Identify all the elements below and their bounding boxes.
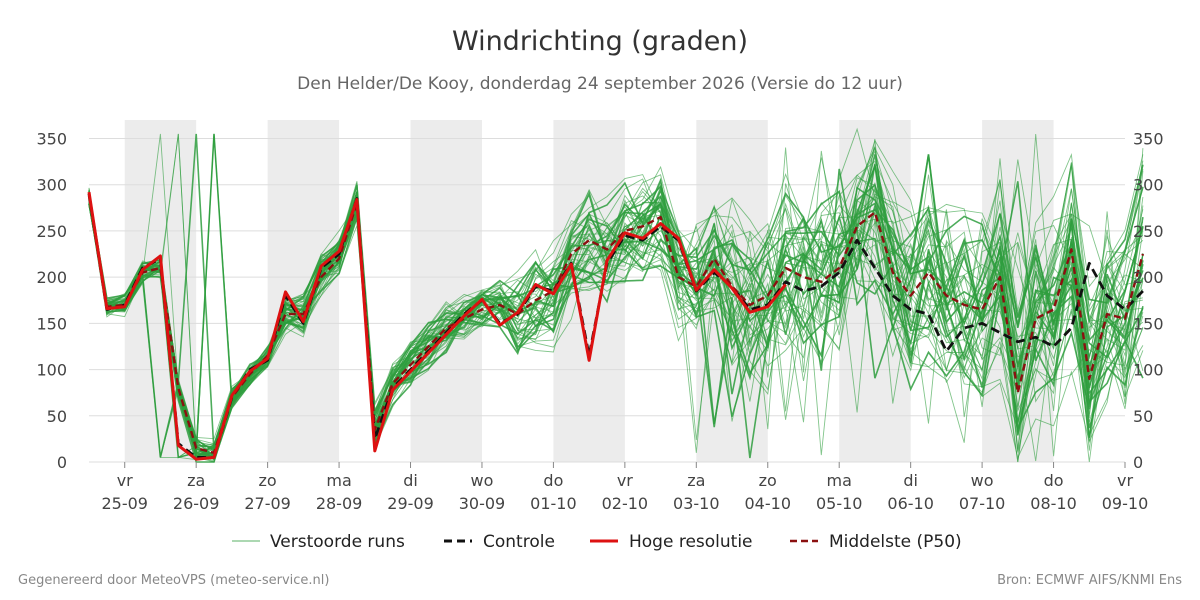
ensemble-member-line (88, 170, 1144, 463)
x-tick-day: wo (971, 471, 994, 490)
day-band (553, 120, 625, 462)
x-tick-day: di (403, 471, 418, 490)
y-tick-label: 350 (36, 129, 67, 148)
y-tick-label: 50 (47, 407, 67, 426)
x-axis: vr 25-09 za 26-09 zo 27-09 ma 28-09 di 29-09 wo 30-… (101, 462, 1148, 513)
x-tick-date: 03-10 (673, 494, 720, 513)
x-tick-day: do (1044, 471, 1064, 490)
ensemble-member-line (88, 191, 1144, 459)
y-tick-label-right: 250 (1133, 222, 1164, 241)
x-tick-day: ma (326, 471, 351, 490)
x-tick-date: 04-10 (745, 494, 792, 513)
y-tick-label-right: 50 (1133, 407, 1153, 426)
ensemble-member-line (88, 165, 1144, 462)
x-tick-date: 29-09 (387, 494, 434, 513)
x-tick-day: vr (617, 471, 633, 490)
y-tick-label: 0 (57, 453, 67, 472)
x-tick-date: 05-10 (816, 494, 863, 513)
grid-lines (89, 137, 1125, 463)
hires-line (87, 191, 787, 461)
y-tick-label-right: 350 (1133, 129, 1164, 148)
chart-subtitle: Den Helder/De Kooy, donderdag 24 septemb… (297, 74, 903, 94)
legend-median-label: Middelste (P50) (829, 532, 962, 552)
legend-ensemble-label: Verstoorde runs (270, 532, 405, 552)
main-lines (87, 191, 1145, 461)
x-tick-date: 09-10 (1102, 494, 1149, 513)
y-tick-label-right: 200 (1133, 268, 1164, 287)
day-bands (124, 120, 1054, 462)
legend-control-label: Controle (483, 532, 555, 552)
legend: Verstoorde runs Controle Hoge resolutie … (232, 532, 962, 552)
x-tick-day: do (543, 471, 563, 490)
median-line (87, 195, 1145, 454)
y-tick-label: 150 (36, 314, 67, 333)
x-tick-day: za (187, 471, 205, 490)
x-tick-date: 06-10 (887, 494, 934, 513)
day-band (267, 120, 340, 462)
ensemble-member-line (88, 173, 1144, 451)
day-band (410, 120, 482, 462)
y-tick-label: 300 (36, 176, 67, 195)
legend-hires-label: Hoge resolutie (629, 532, 753, 552)
x-tick-date: 26-09 (173, 494, 220, 513)
y-tick-label: 100 (36, 361, 67, 380)
x-tick-date: 27-09 (244, 494, 291, 513)
x-tick-date: 02-10 (602, 494, 649, 513)
footer-generated-by: Gegenereerd door MeteoVPS (meteo-service… (18, 573, 329, 588)
ensemble-member-line (88, 145, 1144, 463)
footer-source: Bron: ECMWF AIFS/KNMI Ens (997, 573, 1182, 588)
x-tick-date: 25-09 (101, 494, 148, 513)
x-tick-date: 08-10 (1030, 494, 1077, 513)
x-tick-day: zo (259, 471, 277, 490)
x-tick-day: wo (471, 471, 494, 490)
x-tick-day: ma (827, 471, 852, 490)
y-tick-label-right: 0 (1133, 453, 1143, 472)
ensemble-member-line (88, 182, 1144, 459)
ensemble-member-line (88, 133, 1144, 450)
chart-title: Windrichting (graden) (452, 26, 748, 57)
y-tick-label-right: 100 (1133, 361, 1164, 380)
y-tick-label: 250 (36, 222, 67, 241)
y-tick-label-right: 300 (1133, 176, 1164, 195)
y-tick-label-right: 150 (1133, 314, 1164, 333)
x-tick-day: vr (1117, 471, 1133, 490)
y-axis-left: 0 50 100 150 200 250 300 350 (36, 129, 67, 472)
y-tick-label: 200 (36, 268, 67, 287)
y-axis-right: 0 50 100 150 200 250 300 350 (1133, 129, 1164, 472)
x-tick-day: za (687, 471, 705, 490)
x-tick-date: 01-10 (530, 494, 577, 513)
x-tick-date: 07-10 (959, 494, 1006, 513)
x-tick-date: 28-09 (316, 494, 363, 513)
x-tick-date: 30-09 (459, 494, 506, 513)
x-tick-day: vr (117, 471, 133, 490)
x-tick-day: zo (759, 471, 777, 490)
x-tick-day: di (903, 471, 918, 490)
